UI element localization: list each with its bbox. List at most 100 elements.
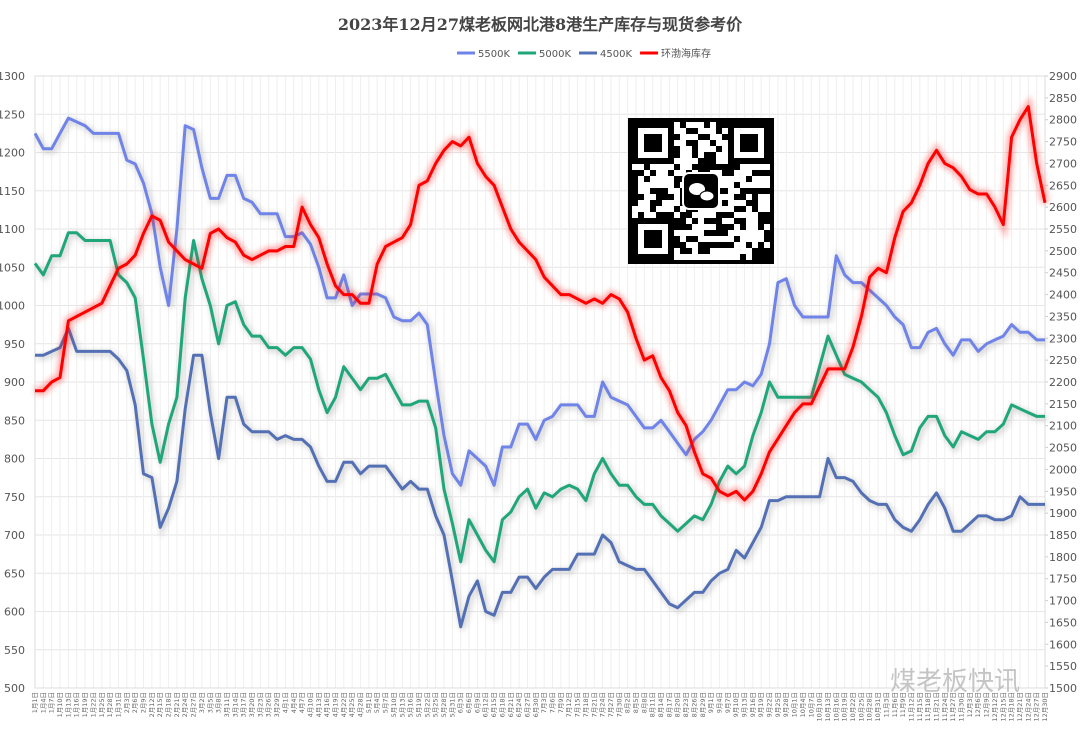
qr-finder [740,134,758,152]
qr-cell [734,236,740,242]
qr-cell [686,236,692,242]
qr-cell [764,236,770,242]
x-tick-label: 6月18日 [498,692,506,717]
x-tick-label: 1月4日 [39,692,47,713]
x-tick-label: 5月28日 [440,692,448,717]
x-tick-label: 1月7日 [48,692,56,713]
qr-cell [686,128,692,134]
qr-cell [674,176,680,182]
x-tick-label: 2月3日 [123,692,131,713]
x-tick-label: 6月21日 [507,692,515,717]
legend-label: 环渤海库存 [661,47,711,60]
qr-cell [758,212,764,218]
qr-cell [722,224,728,230]
qr-cell [764,218,770,224]
x-tick-label: 12月24日 [1024,692,1032,722]
x-tick-label: 3月23日 [256,692,264,717]
x-tick-label: 3月8日 [215,692,223,713]
y2-tick-label: 2900 [1049,70,1077,83]
qr-cell [722,230,728,236]
qr-cell [692,152,698,158]
legend-label: 4500K [600,49,632,60]
qr-cell [710,158,716,164]
x-tick-label: 8月29日 [699,692,707,717]
qr-cell [668,194,674,200]
x-tick-label: 10月28日 [866,692,874,722]
qr-cell [752,194,758,200]
qr-cell [728,242,734,248]
x-tick-label: 12月27日 [1033,692,1041,722]
legend-label: 5000K [539,49,571,60]
x-tick-label: 5月31日 [448,692,456,717]
x-tick-label: 10月1日 [791,692,799,717]
qr-cell [734,182,740,188]
y2-tick-label: 1600 [1049,638,1077,651]
qr-cell [680,212,686,218]
x-tick-label: 9月16日 [749,692,757,717]
x-tick-label: 7月9日 [557,692,565,713]
qr-cell [698,242,704,248]
qr-cell [722,170,728,176]
x-tick-label: 7月21日 [590,692,598,717]
qr-finder [644,134,662,152]
qr-cell [752,188,758,194]
y2-tick-label: 2800 [1049,114,1077,127]
y-tick-label: 1300 [0,70,25,83]
x-tick-label: 10月19日 [841,692,849,722]
legend-label: 5500K [478,49,510,60]
lines [33,95,1049,630]
qr-cell [716,212,722,218]
qr-cell [746,176,752,182]
qr-cell [716,122,722,128]
x-tick-label: 8月20日 [674,692,682,717]
qr-cell [764,248,770,254]
qr-logo-icon [689,183,705,195]
qr-cell [764,170,770,176]
qr-cell [734,194,740,200]
x-tick-label: 11月6日 [891,692,899,717]
x-tick-label: 2月9日 [140,692,148,713]
y2-tick-label: 2650 [1049,179,1077,192]
x-tick-label: 5月16日 [407,692,415,717]
qr-cell [704,248,710,254]
y2-tick-label: 2700 [1049,157,1077,170]
qr-cell [638,170,644,176]
x-tick-label: 3月17日 [240,692,248,717]
qr-cell [638,212,644,218]
qr-cell [662,188,668,194]
qr-cell [644,176,650,182]
qr-cell [746,242,752,248]
qr-cell [674,206,680,212]
qr-cell [692,236,698,242]
x-tick-label: 2月18日 [165,692,173,717]
qr-cell [698,158,704,164]
x-tick-label: 8月8日 [640,692,648,713]
y-tick-label: 1250 [0,108,25,121]
y-tick-label: 1000 [0,300,25,313]
x-tick-label: 5月22日 [423,692,431,717]
x-tick-label: 1月31日 [114,692,122,717]
x-tick-label: 10月13日 [824,692,832,722]
x-tick-label: 1月25日 [98,692,106,717]
qr-cell [752,170,758,176]
y-tick-label: 1150 [0,185,25,198]
x-tick-label: 1月10日 [56,692,64,717]
qr-cell [710,218,716,224]
qr-cell [704,218,710,224]
x-tick-label: 4月13日 [315,692,323,717]
qr-cell [728,224,734,230]
chart-title: 2023年12月27煤老板网北港8港生产库存与现货参考价 [338,15,743,34]
qr-cell [752,248,758,254]
x-tick-label: 11月15日 [916,692,924,722]
qr-cell [710,242,716,248]
qr-cell [710,230,716,236]
qr-cell [680,122,686,128]
y-tick-label: 900 [4,376,25,389]
qr-cell [692,146,698,152]
qr-cell [704,122,710,128]
qr-cell [698,164,704,170]
qr-cell [764,188,770,194]
qr-cell [698,134,704,140]
y2-tick-label: 2150 [1049,398,1077,411]
